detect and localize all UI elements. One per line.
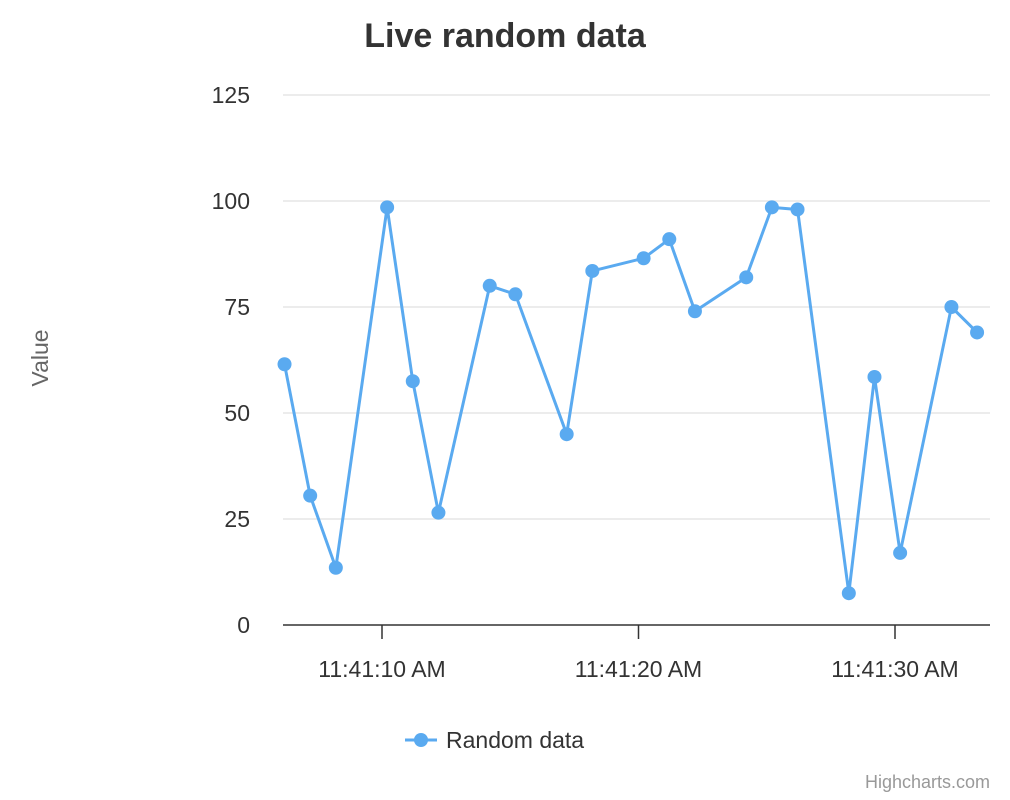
data-point[interactable]: [739, 270, 754, 285]
y-tick-label: 0: [237, 612, 250, 638]
data-point[interactable]: [790, 202, 805, 217]
legend-label[interactable]: Random data: [446, 727, 584, 753]
y-tick-label: 75: [224, 294, 250, 320]
chart-title: Live random data: [364, 17, 647, 55]
data-point[interactable]: [970, 325, 985, 340]
data-point[interactable]: [944, 300, 959, 314]
grid-lines: [283, 94, 990, 520]
data-point[interactable]: [482, 278, 497, 293]
data-point[interactable]: [405, 374, 420, 389]
data-point[interactable]: [662, 232, 677, 247]
data-point[interactable]: [867, 369, 882, 384]
data-point[interactable]: [585, 263, 600, 278]
data-point[interactable]: [277, 357, 292, 372]
legend[interactable]: Random data: [405, 727, 584, 753]
y-axis-ticks: 0 25 50 75 100 125: [212, 82, 250, 638]
y-tick-label: 50: [224, 400, 250, 426]
data-point[interactable]: [380, 200, 395, 215]
y-tick-label: 25: [224, 506, 250, 532]
data-point[interactable]: [431, 505, 446, 520]
data-point[interactable]: [328, 560, 343, 575]
series-line: [283, 205, 979, 595]
data-point[interactable]: [893, 545, 908, 560]
x-tick-label: 11:41:30 AM: [831, 656, 958, 682]
data-point[interactable]: [508, 287, 523, 302]
data-point[interactable]: [841, 586, 856, 601]
data-point[interactable]: [303, 488, 318, 503]
data-point[interactable]: [764, 200, 779, 215]
x-tick-label: 11:41:20 AM: [575, 656, 702, 682]
data-point[interactable]: [687, 304, 702, 319]
x-tick-label: 11:41:10 AM: [318, 656, 445, 682]
credits-link[interactable]: Highcharts.com: [865, 772, 990, 792]
legend-marker: [414, 733, 428, 747]
x-axis-ticks: 11:41:10 AM 11:41:20 AM 11:41:30 AM: [318, 625, 959, 682]
data-point[interactable]: [636, 251, 651, 266]
y-tick-label: 100: [212, 188, 250, 214]
y-tick-label: 125: [212, 82, 250, 108]
y-axis-title: Value: [27, 329, 53, 386]
data-point[interactable]: [559, 427, 574, 442]
series-random-data[interactable]: [277, 200, 985, 601]
